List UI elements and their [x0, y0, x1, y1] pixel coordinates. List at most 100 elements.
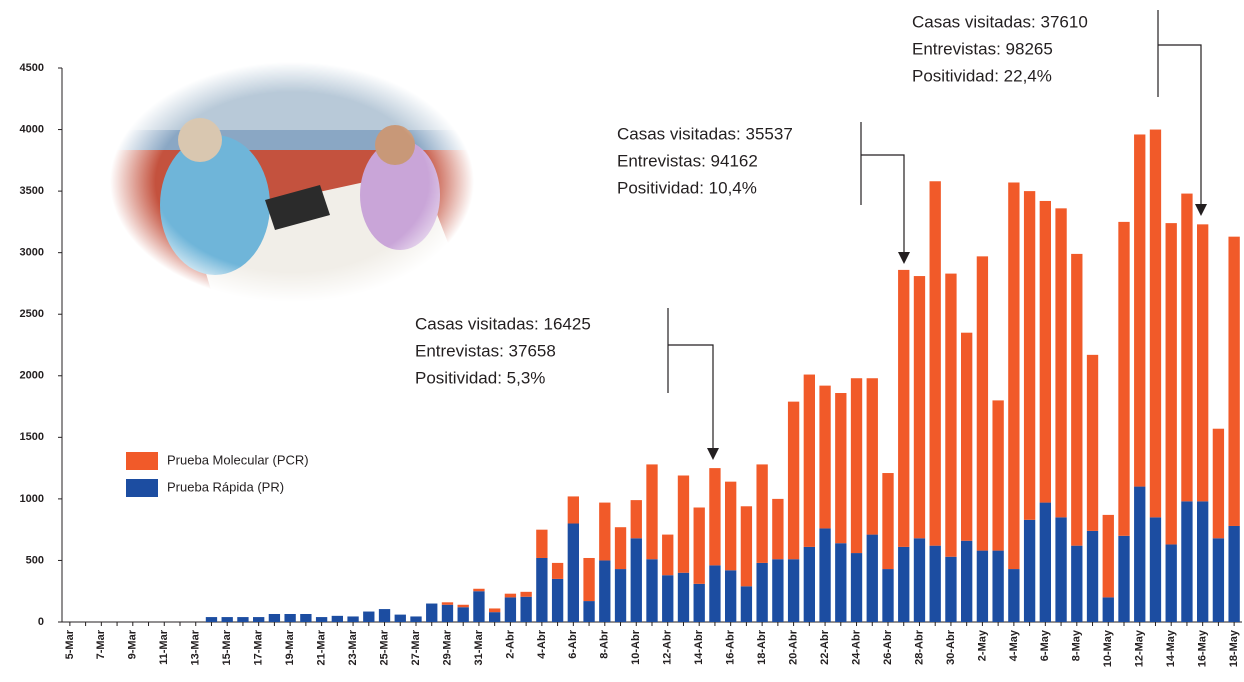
annotation: Entrevistas: 94162 — [617, 151, 758, 170]
bar-segment — [615, 527, 626, 569]
bar-segment — [882, 473, 893, 569]
bar-segment — [851, 553, 862, 622]
x-tick-label: 31-Mar — [473, 629, 485, 665]
bar-segment — [473, 591, 484, 622]
legend-label: Prueba Rápida (PR) — [167, 479, 284, 494]
x-tick-label: 5-Mar — [64, 629, 76, 659]
callout-arrows — [707, 204, 1207, 460]
annotation: Casas visitadas: 35537 — [617, 124, 793, 143]
bar-segment — [300, 614, 311, 622]
x-tick-label: 7-Mar — [95, 629, 107, 659]
bar-segment — [804, 375, 815, 547]
bar-segment — [772, 499, 783, 559]
x-tick-label: 26-Abr — [882, 629, 894, 665]
bar-segment — [395, 615, 406, 622]
bar-segment — [599, 503, 610, 561]
bar-segment — [1008, 182, 1019, 569]
bar-segment — [725, 570, 736, 622]
bar-segment — [442, 602, 453, 604]
bar-segment — [410, 616, 421, 622]
bar-segment — [961, 333, 972, 541]
x-tick-label: 30-Abr — [945, 629, 957, 665]
x-tick-label: 19-Mar — [284, 629, 296, 665]
bar-segment — [756, 563, 767, 622]
annotation: Positividad: 10,4% — [617, 178, 757, 197]
bar-segment — [662, 535, 673, 576]
bar-segment — [914, 276, 925, 538]
bar-segment — [552, 563, 563, 579]
bar-segment — [1071, 546, 1082, 622]
y-tick-label: 1000 — [20, 493, 44, 505]
bar-segment — [992, 551, 1003, 622]
bar-segment — [788, 559, 799, 622]
bar-segment — [1008, 569, 1019, 622]
bar-segment — [1071, 254, 1082, 546]
bar-segment — [583, 558, 594, 601]
bar-segment — [536, 530, 547, 558]
bar-segment — [646, 464, 657, 559]
bar-segment — [851, 378, 862, 553]
bar-segment — [678, 475, 689, 572]
annotation: Entrevistas: 37658 — [415, 341, 556, 360]
bar-segment — [694, 508, 705, 584]
x-tick-label: 10-May — [1102, 629, 1114, 667]
x-tick-label: 16-Abr — [725, 629, 737, 665]
bar-segment — [1181, 501, 1192, 622]
x-tick-label: 10-Abr — [630, 629, 642, 665]
bar-segment — [599, 560, 610, 622]
bar-segment — [1228, 237, 1239, 526]
x-tick-label: 22-Abr — [819, 629, 831, 665]
legend-swatch — [126, 479, 158, 497]
x-tick-label: 21-Mar — [316, 629, 328, 665]
bar-segment — [222, 617, 233, 622]
bar-segment — [1087, 531, 1098, 622]
bar-segment — [332, 616, 343, 622]
bar-segment — [568, 524, 579, 622]
bar-segment — [756, 464, 767, 562]
x-tick-label: 2-Abr — [504, 629, 516, 658]
x-tick-label: 2-May — [976, 629, 988, 661]
x-tick-label: 14-May — [1165, 629, 1177, 667]
bar-segment — [458, 607, 469, 622]
bar-segment — [1213, 429, 1224, 539]
bar-segment — [1166, 544, 1177, 622]
y-tick-label: 4500 — [20, 62, 44, 74]
bar-segment — [961, 541, 972, 622]
bar-segment — [631, 500, 642, 538]
x-tick-label: 17-Mar — [253, 629, 265, 665]
bar-segment — [520, 592, 531, 597]
annotation: Positividad: 22,4% — [912, 66, 1052, 85]
bar-segment — [1055, 208, 1066, 517]
x-tick-label: 24-Abr — [850, 629, 862, 665]
y-tick-label: 2000 — [20, 370, 44, 382]
bar-segment — [835, 543, 846, 622]
x-tick-label: 15-Mar — [221, 629, 233, 665]
x-tick-label: 27-Mar — [410, 629, 422, 665]
bar-segment — [772, 559, 783, 622]
x-tick-label: 8-Abr — [599, 629, 611, 658]
bar-segment — [347, 616, 358, 622]
bar-segment — [363, 612, 374, 622]
bar-segment — [1228, 526, 1239, 622]
x-tick-label: 6-May — [1039, 629, 1051, 661]
bar-segment — [930, 181, 941, 545]
bar-segment — [1118, 222, 1129, 536]
annotation: Entrevistas: 98265 — [912, 39, 1053, 58]
bar-segment — [678, 573, 689, 622]
bar-segment — [992, 400, 1003, 550]
y-tick-label: 4000 — [20, 123, 44, 135]
annotation: Casas visitadas: 16425 — [415, 314, 591, 333]
photo — [100, 55, 480, 320]
bar-segment — [1166, 223, 1177, 544]
bar-segment — [835, 393, 846, 543]
bar-segment — [662, 575, 673, 622]
x-tick-label: 28-Abr — [913, 629, 925, 665]
bar-segment — [489, 608, 500, 612]
bar-segment — [646, 559, 657, 622]
bar-segment — [1150, 517, 1161, 622]
bar-segment — [1103, 515, 1114, 597]
bar-segment — [788, 402, 799, 560]
bar-segment — [945, 274, 956, 557]
x-tick-label: 6-Abr — [567, 629, 579, 658]
y-tick-label: 3500 — [20, 185, 44, 197]
